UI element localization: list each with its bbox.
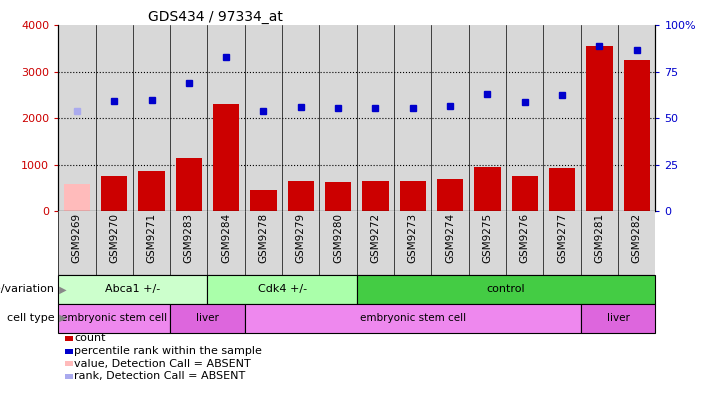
Bar <box>357 25 394 211</box>
Bar <box>580 304 655 333</box>
Text: percentile rank within the sample: percentile rank within the sample <box>74 346 262 356</box>
Bar <box>245 211 283 275</box>
Text: Cdk4 +/-: Cdk4 +/- <box>257 284 307 294</box>
Bar <box>170 304 245 333</box>
Text: GSM9275: GSM9275 <box>482 213 493 263</box>
Bar <box>506 211 543 275</box>
Bar <box>58 275 207 304</box>
Bar <box>581 211 618 275</box>
Bar <box>469 211 506 275</box>
Bar <box>283 25 320 211</box>
Bar <box>170 211 207 275</box>
Bar <box>506 25 543 211</box>
Bar <box>581 25 618 211</box>
Bar <box>400 181 426 211</box>
Text: GSM9269: GSM9269 <box>72 213 82 263</box>
Bar <box>618 211 655 275</box>
Text: value, Detection Call = ABSENT: value, Detection Call = ABSENT <box>74 359 251 369</box>
Text: count: count <box>74 333 106 343</box>
Bar <box>432 211 469 275</box>
Bar <box>543 25 581 211</box>
Text: ▶: ▶ <box>56 284 67 294</box>
Text: GSM9282: GSM9282 <box>632 213 642 263</box>
Bar <box>512 176 538 211</box>
Text: embryonic stem cell: embryonic stem cell <box>360 313 466 323</box>
Bar <box>58 25 95 211</box>
Bar <box>138 171 165 211</box>
Bar <box>543 211 581 275</box>
Text: GSM9273: GSM9273 <box>408 213 418 263</box>
Bar <box>133 211 170 275</box>
Bar <box>432 25 469 211</box>
Text: GSM9283: GSM9283 <box>184 213 194 263</box>
Bar <box>250 190 277 211</box>
Bar <box>394 211 432 275</box>
Bar <box>283 211 320 275</box>
Text: cell type: cell type <box>7 313 55 323</box>
Text: Abca1 +/-: Abca1 +/- <box>105 284 161 294</box>
Text: GSM9281: GSM9281 <box>594 213 604 263</box>
Bar <box>207 275 357 304</box>
Bar <box>320 211 357 275</box>
Bar <box>618 25 655 211</box>
Bar <box>213 105 239 211</box>
Bar <box>176 158 202 211</box>
Text: GSM9271: GSM9271 <box>147 213 156 263</box>
Bar <box>357 275 655 304</box>
Text: GDS434 / 97334_at: GDS434 / 97334_at <box>148 10 283 24</box>
Bar <box>58 211 95 275</box>
Text: genotype/variation: genotype/variation <box>0 284 55 294</box>
Bar <box>58 304 170 333</box>
Text: control: control <box>486 284 526 294</box>
Bar <box>394 25 432 211</box>
Text: embryonic stem cell: embryonic stem cell <box>61 313 168 323</box>
Bar <box>586 46 613 211</box>
Bar <box>475 167 501 211</box>
Bar <box>469 25 506 211</box>
Bar <box>170 25 207 211</box>
Bar <box>549 168 576 211</box>
Bar <box>133 25 170 211</box>
Text: GSM9274: GSM9274 <box>445 213 455 263</box>
Bar <box>207 25 245 211</box>
Text: GSM9280: GSM9280 <box>333 213 343 263</box>
Text: liver: liver <box>606 313 629 323</box>
Bar <box>624 60 650 211</box>
Bar <box>325 182 351 211</box>
Text: GSM9279: GSM9279 <box>296 213 306 263</box>
Bar <box>95 25 133 211</box>
Text: GSM9276: GSM9276 <box>519 213 530 263</box>
Text: rank, Detection Call = ABSENT: rank, Detection Call = ABSENT <box>74 371 245 381</box>
Text: GSM9277: GSM9277 <box>557 213 567 263</box>
Bar <box>245 25 283 211</box>
Bar <box>64 183 90 211</box>
Text: ▶: ▶ <box>56 313 67 323</box>
Bar <box>287 181 314 211</box>
Bar <box>207 211 245 275</box>
Text: liver: liver <box>196 313 219 323</box>
Bar <box>101 176 128 211</box>
Bar <box>320 25 357 211</box>
Text: GSM9278: GSM9278 <box>259 213 268 263</box>
Text: GSM9270: GSM9270 <box>109 213 119 263</box>
Bar <box>362 181 388 211</box>
Text: GSM9272: GSM9272 <box>370 213 381 263</box>
Text: GSM9284: GSM9284 <box>221 213 231 263</box>
Bar <box>245 304 581 333</box>
Bar <box>357 211 394 275</box>
Bar <box>437 179 463 211</box>
Bar <box>95 211 133 275</box>
